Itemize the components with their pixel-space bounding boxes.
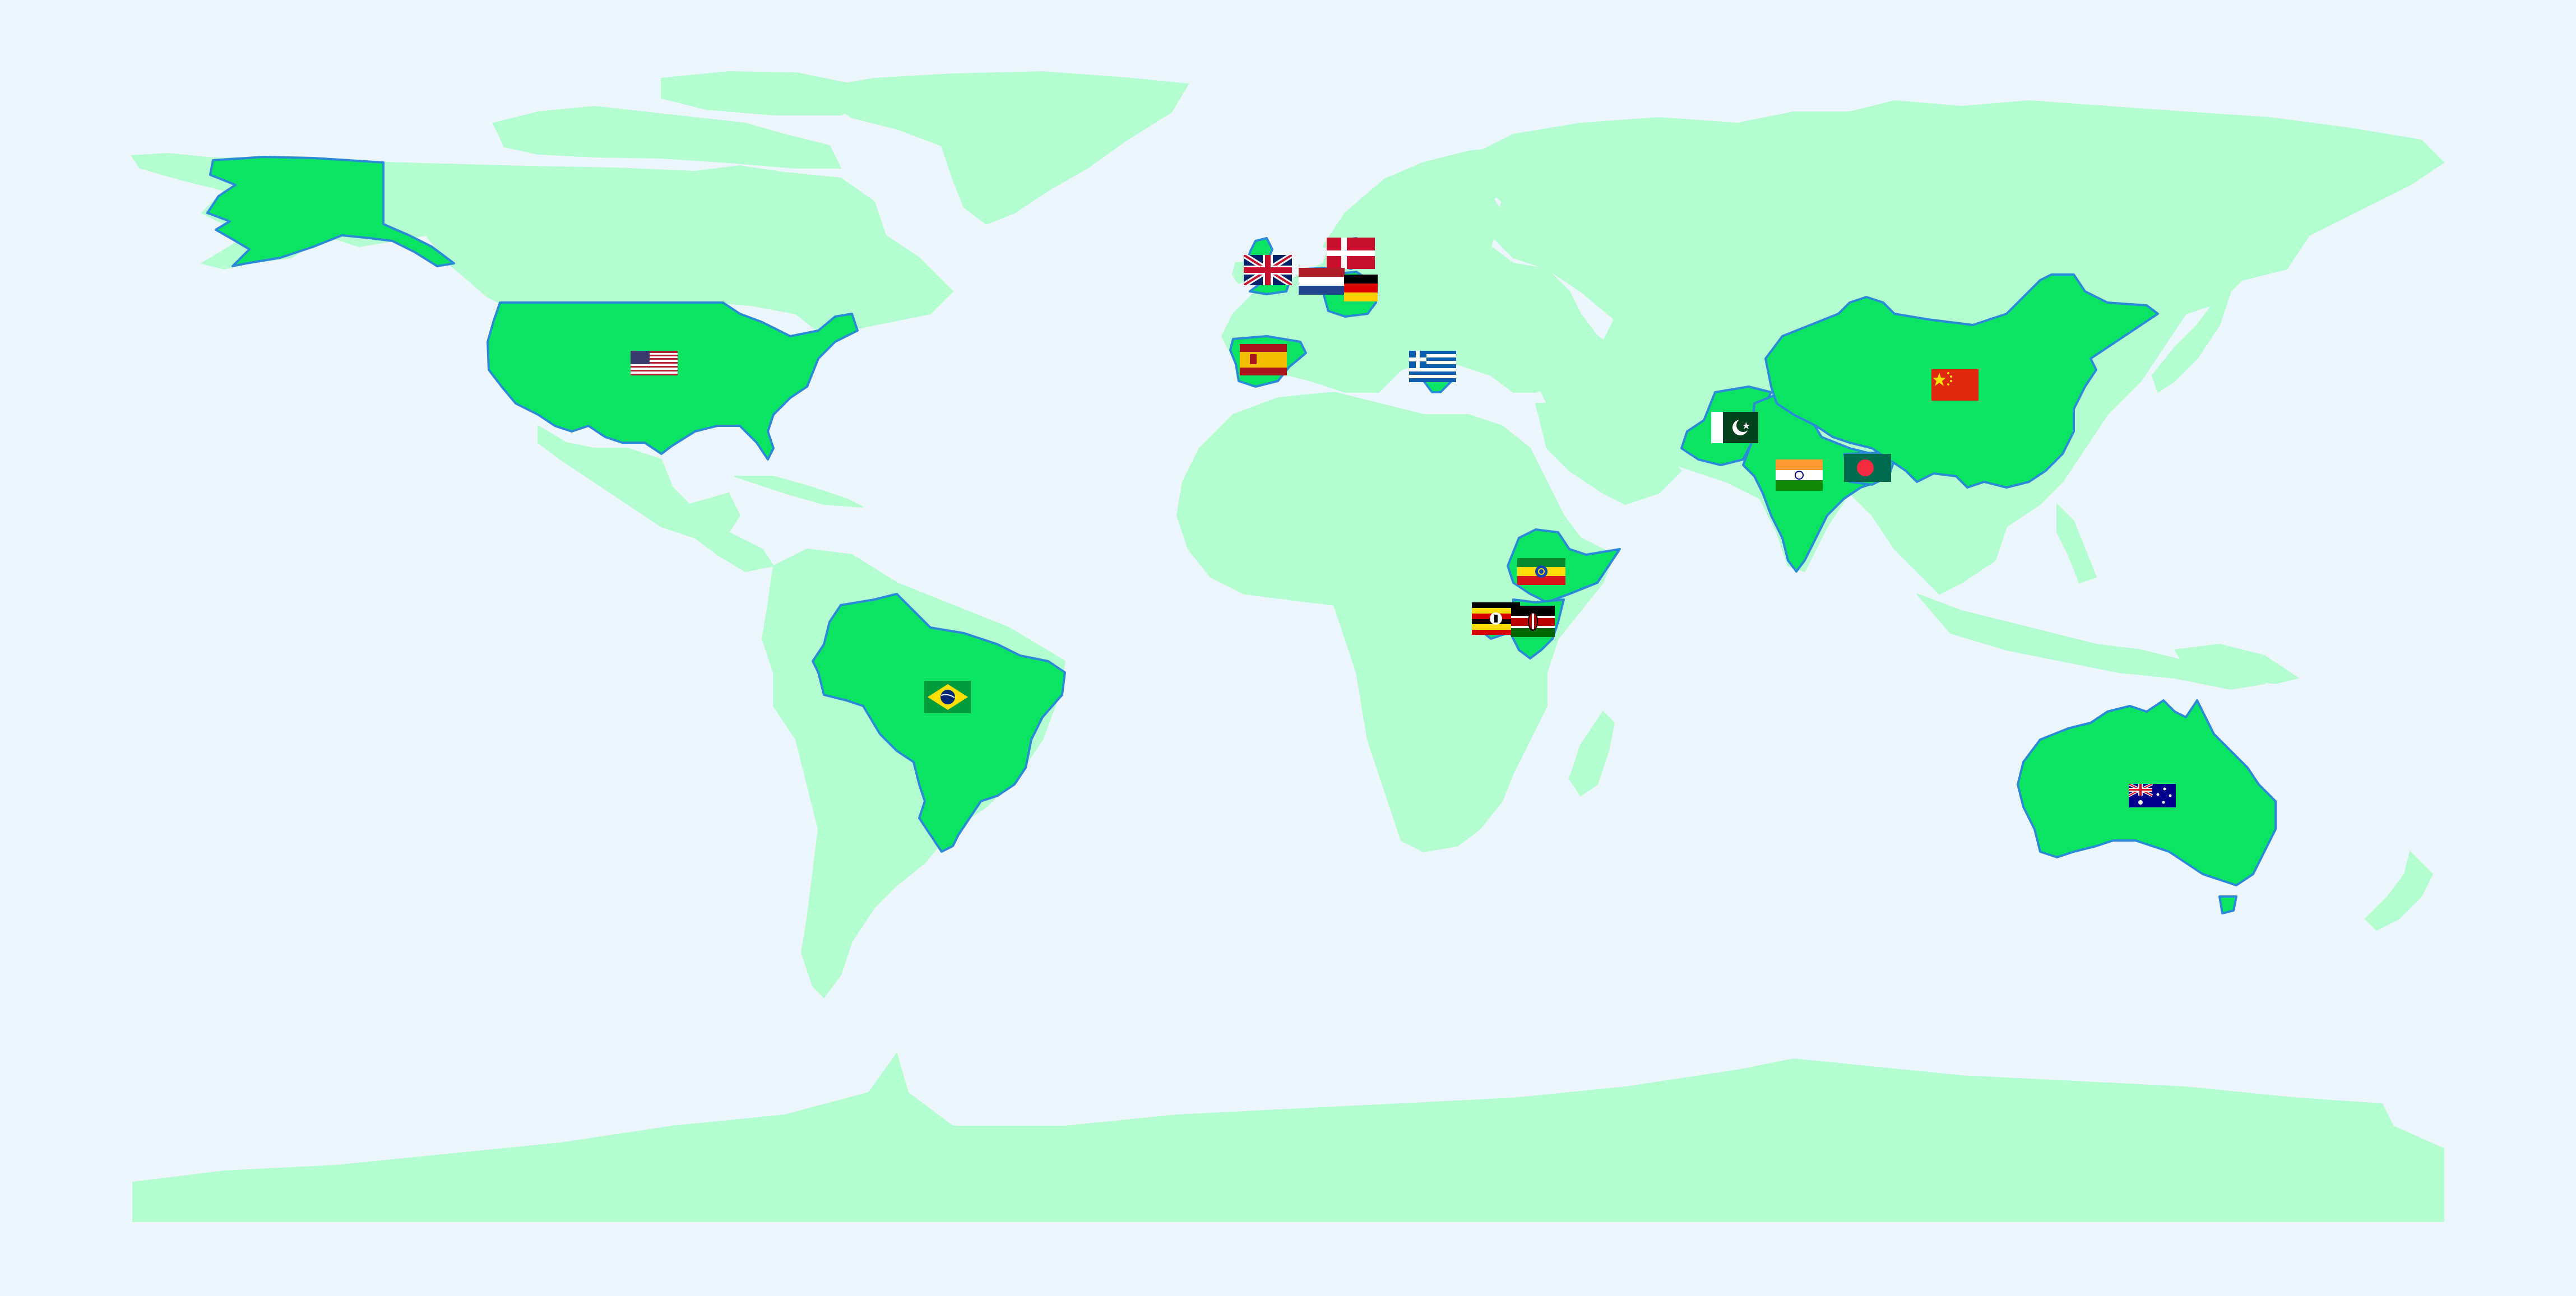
flag-ethiopia-icon[interactable]: [1517, 558, 1565, 585]
country-alaska-usa[interactable]: [206, 156, 455, 267]
flag-kenya-icon[interactable]: [1511, 606, 1555, 637]
country-usa[interactable]: [487, 301, 859, 461]
land-africa: [1176, 391, 1615, 853]
flag-bangladesh-icon[interactable]: [1844, 454, 1891, 482]
land-layer: [131, 71, 2445, 1222]
flag-united-kingdom-icon[interactable]: [1244, 255, 1292, 285]
flag-usa-icon[interactable]: [631, 351, 678, 375]
flag-brazil-icon[interactable]: [924, 681, 971, 713]
flags-layer: [631, 238, 2176, 807]
land-antarctica: [132, 1052, 2444, 1222]
land-new-zealand: [2364, 851, 2434, 931]
flag-netherlands-icon[interactable]: [1299, 268, 1345, 295]
country-brazil[interactable]: [812, 593, 1066, 853]
land-arctic-islands: [492, 105, 842, 169]
flag-china-icon[interactable]: [1931, 369, 1979, 401]
flag-denmark-icon[interactable]: [1327, 238, 1375, 269]
land-arabia: [1535, 403, 1683, 505]
land-caribbean: [734, 476, 864, 508]
land-indonesia: [1916, 593, 2267, 690]
flag-pakistan-icon[interactable]: [1711, 412, 1758, 443]
flag-spain-icon[interactable]: [1240, 344, 1287, 375]
land-new-guinea: [2174, 643, 2300, 685]
land-japan: [2151, 279, 2232, 393]
flag-germany-icon[interactable]: [1344, 275, 1378, 301]
flag-india-icon[interactable]: [1776, 459, 1823, 491]
flag-australia-icon[interactable]: [2129, 784, 2176, 807]
land-madagascar: [1568, 710, 1615, 797]
land-philippines: [2056, 503, 2097, 584]
flag-greece-icon[interactable]: [1409, 351, 1456, 382]
land-central-america: [538, 425, 775, 573]
country-australia-tasmania: [2218, 895, 2237, 914]
land-greenland: [805, 71, 1189, 225]
